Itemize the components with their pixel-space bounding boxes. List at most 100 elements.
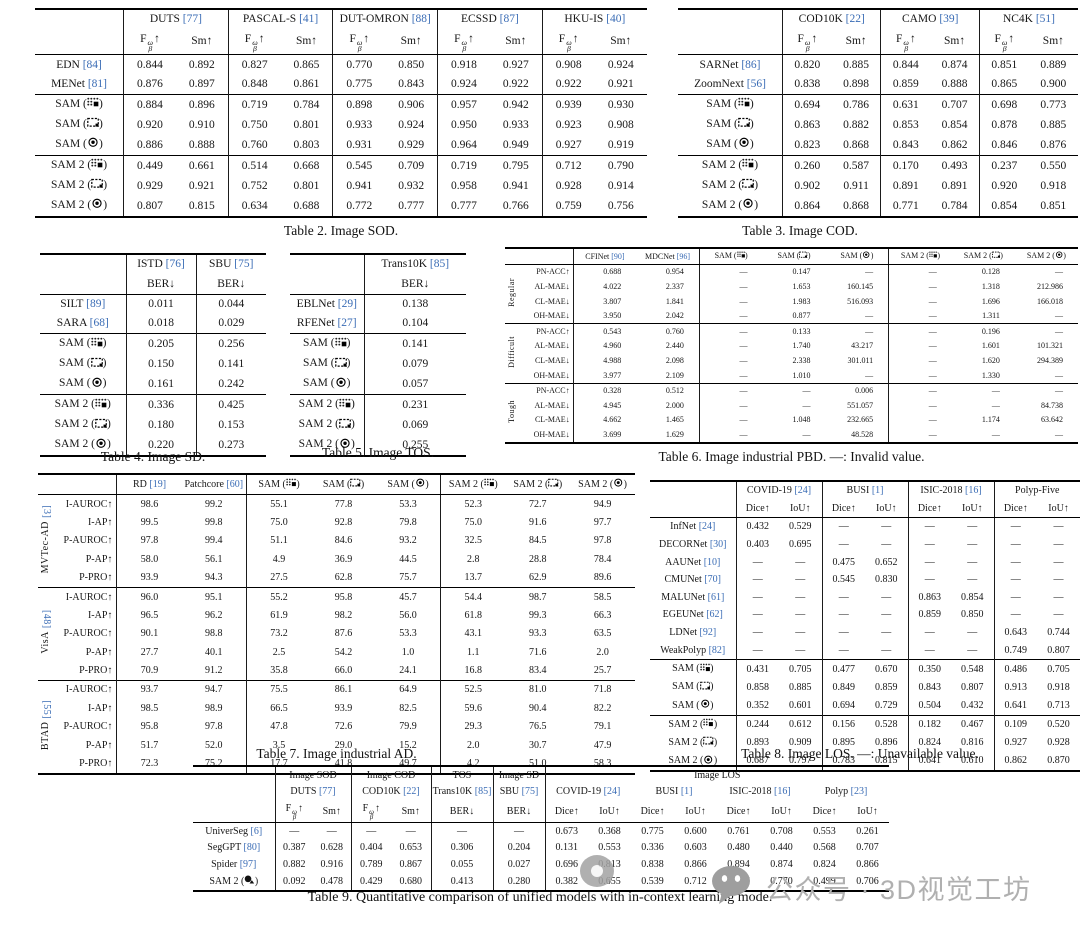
value-cell: 0.477 xyxy=(821,658,866,679)
value-cell: 0.866 xyxy=(684,859,707,871)
dataset-header: NC4K [51] xyxy=(978,9,1078,30)
row-group: EBLNet [29] 0.138 RFENet [27] 0.104 xyxy=(290,293,466,334)
dataset-header: CAMO [39] xyxy=(880,9,980,30)
value-cell: — xyxy=(698,264,763,280)
value-cell: — xyxy=(1053,609,1064,621)
table-row: SARNet [86] 0.820 0.885 0.844 0.874 0.851 0.88… xyxy=(678,54,1078,75)
value-cell: 0.784 xyxy=(941,199,968,212)
value-cell: — xyxy=(492,822,546,840)
image-ad-table: RD [19] Patchcore [60] SAM () SAM () SAM () S… xyxy=(38,473,635,775)
point-icon xyxy=(339,438,351,454)
table-row: I-AP↑ 98.5 98.9 66.5 93.9 82.5 59.6 90.4 82.2 xyxy=(38,699,635,718)
value-cell: — xyxy=(865,311,874,321)
value-cell: 0.680 xyxy=(399,875,423,887)
table-image-ad: RD [19] Patchcore [60] SAM () SAM () SAM () S… xyxy=(38,473,635,775)
value-cell: 72.3 xyxy=(116,754,182,774)
value-cell: 0.939 xyxy=(541,94,595,116)
value-cell: 0.429 xyxy=(350,872,391,892)
table-row: Spider [97] 0.882 0.916 0.789 0.867 0.055 0.02… xyxy=(193,856,889,873)
value-cell: 0.698 xyxy=(978,94,1029,116)
wechat-icon xyxy=(710,864,754,911)
row-group: SAM () 0.205 0.256 SAM () 0.150 0.141 SAM () 0.… xyxy=(40,333,266,395)
row-label: SAM 2 () xyxy=(35,155,124,177)
value-cell: 0.079 xyxy=(363,354,466,375)
value-cell: 301.011 xyxy=(847,355,874,365)
metric-header: BER↓ xyxy=(125,274,196,295)
value-cell: 0.922 xyxy=(502,77,529,90)
value-cell: 0.696 xyxy=(544,856,589,873)
value-cell: 0.958 xyxy=(437,176,490,197)
value-cell: — xyxy=(907,570,952,589)
row-label: CMUNet [70] xyxy=(664,574,721,586)
value-cell: 0.908 xyxy=(607,118,634,131)
value-cell: 0.865 xyxy=(280,54,333,75)
value-cell: — xyxy=(951,382,1015,399)
row-group: UniverSeg [6] — — — — — —0.673 0.368 0.775 0.600 0… xyxy=(193,822,890,892)
row-label: LDNet [92] xyxy=(669,627,717,639)
point-icon xyxy=(738,137,750,153)
value-cell: 0.709 xyxy=(385,155,438,177)
row-label: SAM 2 () xyxy=(40,435,126,456)
value-cell: 96.5 xyxy=(116,606,182,625)
value-cell: 0.870 xyxy=(1047,755,1070,767)
dataset-header: COD10K [22] xyxy=(350,783,432,801)
metric-row-label: OH-MAE↓ xyxy=(533,311,570,321)
value-cell: — xyxy=(888,413,952,428)
metric-row-label: P-AUROC↑ xyxy=(63,535,113,547)
value-cell: 49.7 xyxy=(399,757,417,769)
box-icon xyxy=(548,478,559,491)
citation-ref: [77] xyxy=(182,13,202,26)
value-cell: 66.3 xyxy=(593,609,612,621)
value-cell: 0.933 xyxy=(502,118,529,131)
metric-row-label: AL-MAE↓ xyxy=(534,281,570,291)
value-cell: 0.957 xyxy=(437,94,490,116)
value-cell: 56.1 xyxy=(205,553,223,565)
value-cell: 78.4 xyxy=(593,553,612,565)
value-cell: — xyxy=(951,517,995,536)
value-cell: 1.010 xyxy=(792,370,811,380)
value-cell: 99.2 xyxy=(181,493,247,514)
row-label: SAM 2 () xyxy=(40,415,126,435)
value-cell: 0.854 xyxy=(978,196,1029,218)
value-cell: 232.665 xyxy=(847,415,874,425)
value-cell: 98.9 xyxy=(205,702,223,714)
table-row: MVTec-AD [3] I-AUROC↑ 98.6 99.2 55.1 77.8 53.3… xyxy=(38,493,635,588)
watermark-blob-icon xyxy=(580,855,614,887)
value-cell: 0.161 xyxy=(125,374,196,395)
model-header: SAM () xyxy=(311,474,376,495)
value-cell: 0.432 xyxy=(735,517,779,536)
value-cell: 0.838 xyxy=(781,74,832,95)
value-cell: 0.587 xyxy=(831,155,881,177)
value-cell: 79.9 xyxy=(399,721,417,733)
value-cell: — xyxy=(430,822,494,840)
table-row: UniverSeg [6] — — — — — —0.673 0.368 0.775 0.600 0… xyxy=(193,822,890,840)
header-stub xyxy=(505,248,574,266)
value-cell: 0.908 xyxy=(541,54,595,75)
value-cell: 94.7 xyxy=(181,679,247,700)
table-row: InfNet [24] 0.432 0.529— — — — — — xyxy=(650,517,1080,536)
value-cell: 0.850 xyxy=(385,54,438,75)
metric-row-label: I-AUROC↑ xyxy=(54,586,117,607)
value-cell: 0.641 xyxy=(907,751,952,772)
citation-ref: [90] xyxy=(611,251,625,261)
point-icon xyxy=(862,251,870,261)
value-cell: 160.145 xyxy=(847,281,874,291)
value-cell: — xyxy=(802,400,811,410)
value-cell: — xyxy=(888,308,952,324)
table-row: SAM 2 () 0.336 0.425 xyxy=(40,394,266,416)
value-cell: 52.0 xyxy=(205,739,223,751)
value-cell: 66.5 xyxy=(245,699,312,718)
value-cell: 0.499 xyxy=(813,875,836,887)
citation-ref: [81] xyxy=(87,77,107,90)
row-group: SILT [89] 0.011 0.044 SARA [68] 0.018 0.029 xyxy=(40,293,266,334)
value-cell: 1.653 xyxy=(792,281,811,291)
citation-ref: [10] xyxy=(703,556,721,568)
citation-ref: [30] xyxy=(709,539,727,551)
metric-header: Dice↑ xyxy=(631,800,675,824)
image-sd-table: ISTD [76] SBU [75] BER↓ BER↓ SILT [89] 0.011 0… xyxy=(40,253,266,458)
dataset-header: DUTS [77] xyxy=(274,783,351,801)
value-cell: — xyxy=(735,553,779,571)
